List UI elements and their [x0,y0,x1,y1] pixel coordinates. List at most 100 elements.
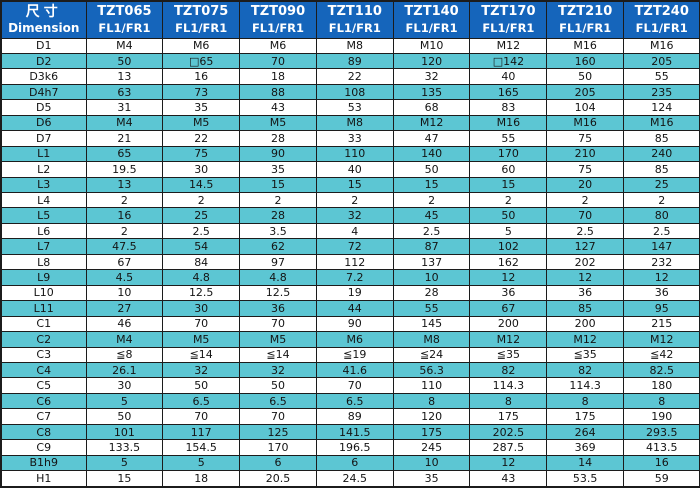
value-cell: M12 [623,331,700,348]
model-variant-label: FL1/FR1 [251,20,305,35]
table-body: D1 M4 M6 M6 M8 M10 M12 M16 M16 D2 50 □65 70 89 120 □142… [0,37,700,488]
row-label: D4h7 [0,83,87,101]
value-cell: 2.5 [623,222,700,240]
value-cell: 2 [623,192,700,209]
table-row-C3: C3 ≦8 ≦14 ≦14 ≦19 ≦24 ≦35 ≦35 ≦42 [0,346,700,364]
value-cell: M16 [469,114,548,132]
value-cell: 70 [315,377,394,394]
model-variant-label: FL1/FR1 [175,20,228,35]
value-cell: M8 [315,37,394,54]
value-cell: 70 [239,52,317,70]
value-cell: 6.5 [239,392,317,410]
value-cell: 2.5 [392,222,471,240]
value-cell: 25 [623,176,700,194]
value-cell: 215 [623,315,700,333]
value-cell: 54 [162,238,241,255]
value-cell: 10 [392,269,471,286]
value-cell: 170 [469,145,548,163]
value-cell: 232 [623,253,700,271]
value-cell: 44 [315,300,394,317]
value-cell: □65 [162,52,241,70]
value-cell: 264 [546,423,625,441]
value-cell: 5 [469,222,548,240]
value-cell: 30 [162,300,241,317]
value-cell: 413.5 [623,439,700,456]
value-cell: 2 [469,192,548,209]
value-cell: 124 [623,99,700,116]
value-cell: 154.5 [162,439,241,456]
value-cell: 8 [546,392,625,410]
value-cell: 5 [85,392,164,410]
row-label: C1 [0,315,87,333]
value-cell: 15 [85,470,164,488]
value-cell: 175 [546,408,625,425]
value-cell: 72 [315,238,394,255]
table-row-D2: D2 50 □65 70 89 120 □142 160 205 [0,52,700,70]
value-cell: 75 [546,130,625,147]
model-name: TZT110 [327,4,382,20]
value-cell: 110 [315,145,394,163]
model-header-TZT065: TZT065 FL1/FR1 [85,0,164,39]
value-cell: 205 [623,52,700,70]
value-cell: ≦42 [623,346,700,364]
model-header-TZT075: TZT075 FL1/FR1 [162,0,241,39]
value-cell: 200 [469,315,548,333]
value-cell: 85 [623,161,700,178]
table-row-D3k6: D3k6 13 16 18 22 32 40 50 55 [0,68,700,85]
row-label: C3 [0,346,87,364]
value-cell: 145 [392,315,471,333]
value-cell: 5 [162,454,241,472]
value-cell: 16 [162,68,241,85]
value-cell: 15 [392,176,471,194]
model-name: TZT170 [481,4,536,20]
value-cell: 70 [162,408,241,425]
table-row-D7: D7 21 22 28 33 47 55 75 85 [0,130,700,147]
value-cell: 110 [392,377,471,394]
model-name: TZT090 [250,4,306,20]
value-cell: 20 [546,176,625,194]
row-label: L10 [0,284,87,302]
value-cell: 53 [315,99,394,116]
table-row-C1: C1 46 70 70 90 145 200 200 215 [0,315,700,333]
value-cell: 36 [546,284,625,302]
value-cell: 7.2 [315,269,394,286]
value-cell: 82.5 [623,362,700,379]
value-cell: 102 [469,238,548,255]
value-cell: 200 [546,315,625,333]
value-cell: 59 [623,470,700,488]
value-cell: 175 [469,408,548,425]
model-name: TZT240 [634,4,689,20]
value-cell: 47.5 [85,238,164,255]
table-row-D1: D1 M4 M6 M6 M8 M10 M12 M16 M16 [0,37,700,54]
table-row-D5: D5 31 35 43 53 68 83 104 124 [0,99,700,116]
value-cell: 2 [546,192,625,209]
value-cell: 36 [623,284,700,302]
value-cell: 14 [546,454,625,472]
row-label: D2 [0,52,87,70]
value-cell: 202 [546,253,625,271]
table-row-L5: L5 16 25 28 32 45 50 70 80 [0,207,700,224]
value-cell: 2 [162,192,241,209]
model-header-TZT170: TZT170 FL1/FR1 [469,0,548,39]
model-variant-label: FL1/FR1 [635,20,688,35]
value-cell: M16 [546,114,625,132]
value-cell: 89 [315,408,394,425]
value-cell: M12 [469,331,548,348]
value-cell: 82 [546,362,625,379]
table-row-D4h7: D4h7 63 73 88 108 135 165 205 235 [0,83,700,101]
value-cell: 240 [623,145,700,163]
value-cell: 89 [315,52,394,70]
value-cell: 32 [392,68,471,85]
value-cell: 117 [162,423,241,441]
value-cell: 90 [315,315,394,333]
value-cell: M5 [162,331,241,348]
value-cell: 97 [239,253,317,271]
value-cell: M6 [315,331,394,348]
value-cell: 18 [162,470,241,488]
model-name: TZT210 [558,4,613,20]
value-cell: 12 [546,269,625,286]
value-cell: 50 [85,52,164,70]
value-cell: 133.5 [85,439,164,456]
value-cell: M10 [392,37,471,54]
value-cell: 162 [469,253,548,271]
